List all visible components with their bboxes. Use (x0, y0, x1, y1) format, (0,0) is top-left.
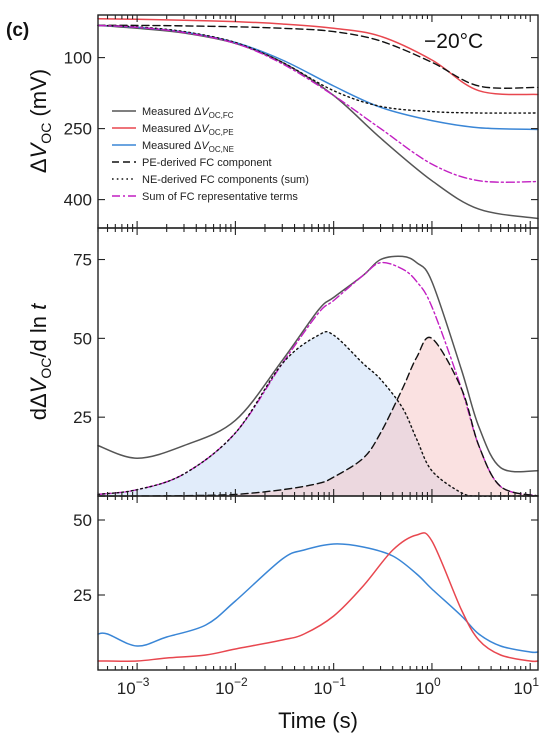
legend-label-sub: OC,NE (209, 145, 234, 154)
panel-letter: (c) (6, 20, 29, 41)
pe-component-fill (98, 337, 538, 497)
top-series-ne-derived (97, 24, 539, 114)
bottom-y-tick-label: 25 (73, 586, 92, 605)
top-y-tick-label: 400 (64, 191, 92, 210)
x-tick-base: 10 (415, 679, 434, 698)
legend-label-measured-ne: Measured ΔVOC,NE (142, 140, 234, 154)
legend-label-sub: OC,PE (209, 128, 234, 137)
legend-label-prefix: Sum of FC representative terms (142, 191, 298, 203)
x-tick-exponent: −2 (234, 675, 248, 689)
panel-bottom-frame (97, 495, 539, 671)
x-tick-base: 10 (117, 679, 136, 698)
mid-ylabel-t: t (26, 303, 51, 310)
ne-component-fill (98, 331, 538, 497)
top-ylabel-unit: (mV) (26, 69, 51, 123)
legend-label-prefix: Measured Δ (142, 106, 202, 118)
mid-fill-group (98, 331, 538, 497)
x-tick-label: 10−1 (313, 675, 346, 698)
top-series-measured-pe (97, 18, 539, 96)
bottom-series-group (97, 532, 539, 663)
x-tick-base: 10 (313, 679, 332, 698)
top-ylabel-sub: OC (38, 123, 54, 144)
top-series-group (97, 18, 539, 220)
top-y-tick-label: 100 (64, 49, 92, 68)
middle-y-tick-label: 75 (73, 251, 92, 270)
mid-ylabel-d-delta: dΔ (26, 393, 51, 420)
bottom-series-measured-ne (97, 543, 539, 654)
legend-label-v: V (201, 106, 210, 118)
x-tick-exponent: 0 (434, 675, 441, 689)
legend-label-ne-derived: NE-derived FC components (sum) (142, 174, 309, 186)
mid-ylabel-dln: /d ln (26, 310, 51, 358)
legend-label-v: V (201, 123, 210, 135)
middle-y-tick-label: 50 (73, 329, 92, 348)
x-tick-label: 101 (513, 675, 539, 698)
bottom-y-tick-label: 50 (73, 511, 92, 530)
top-y-tick-label: 250 (64, 120, 92, 139)
legend-label-sub: OC,FC (209, 111, 234, 120)
x-tick-exponent: −1 (332, 675, 346, 689)
x-tick-exponent: 1 (532, 675, 539, 689)
x-tick-label: 10−2 (215, 675, 248, 698)
x-tick-exponent: −3 (136, 675, 150, 689)
legend-label-pe-derived: PE-derived FC component (142, 157, 272, 169)
x-tick-labels: 10−3 10−2 10−1 100 101 (117, 675, 540, 698)
x-axis-label: Time (s) (278, 708, 358, 733)
legend-label-v: V (201, 140, 210, 152)
top-ylabel-v: V (26, 141, 51, 158)
legend-label-prefix: Measured Δ (142, 123, 202, 135)
legend-label-prefix: NE-derived FC components (sum) (142, 174, 309, 186)
mid-ylabel-v: V (26, 376, 51, 393)
mid-ylabel-sub: OC (38, 358, 54, 379)
legend-label-prefix: Measured Δ (142, 140, 202, 152)
middle-series-measured-fc (97, 255, 539, 473)
x-tick-base: 10 (215, 679, 234, 698)
top-series-pe-derived (97, 24, 539, 89)
middle-y-axis-label: dΔVOC/d ln t (26, 303, 54, 420)
x-tick-label: 10−3 (117, 675, 150, 698)
top-series-measured-fc (97, 24, 539, 220)
middle-y-tick-label: 25 (73, 408, 92, 427)
temperature-label: −20°C (424, 30, 483, 53)
legend-label-measured-fc: Measured ΔVOC,FC (142, 106, 234, 120)
x-tick-base: 10 (513, 679, 532, 698)
bottom-series-measured-pe (97, 532, 539, 663)
legend-label-prefix: PE-derived FC component (142, 157, 272, 169)
legend-label-sum-fc: Sum of FC representative terms (142, 191, 298, 203)
x-tick-label: 100 (415, 675, 441, 698)
top-y-axis-label: ΔVOC (mV) (26, 69, 54, 173)
legend-label-measured-pe: Measured ΔVOC,PE (142, 123, 234, 137)
top-ylabel-delta: Δ (26, 158, 51, 173)
top-series-sum-fc (97, 24, 539, 183)
panel-middle-derivative: 25 50 75 dΔVOC/d ln t (26, 227, 539, 497)
